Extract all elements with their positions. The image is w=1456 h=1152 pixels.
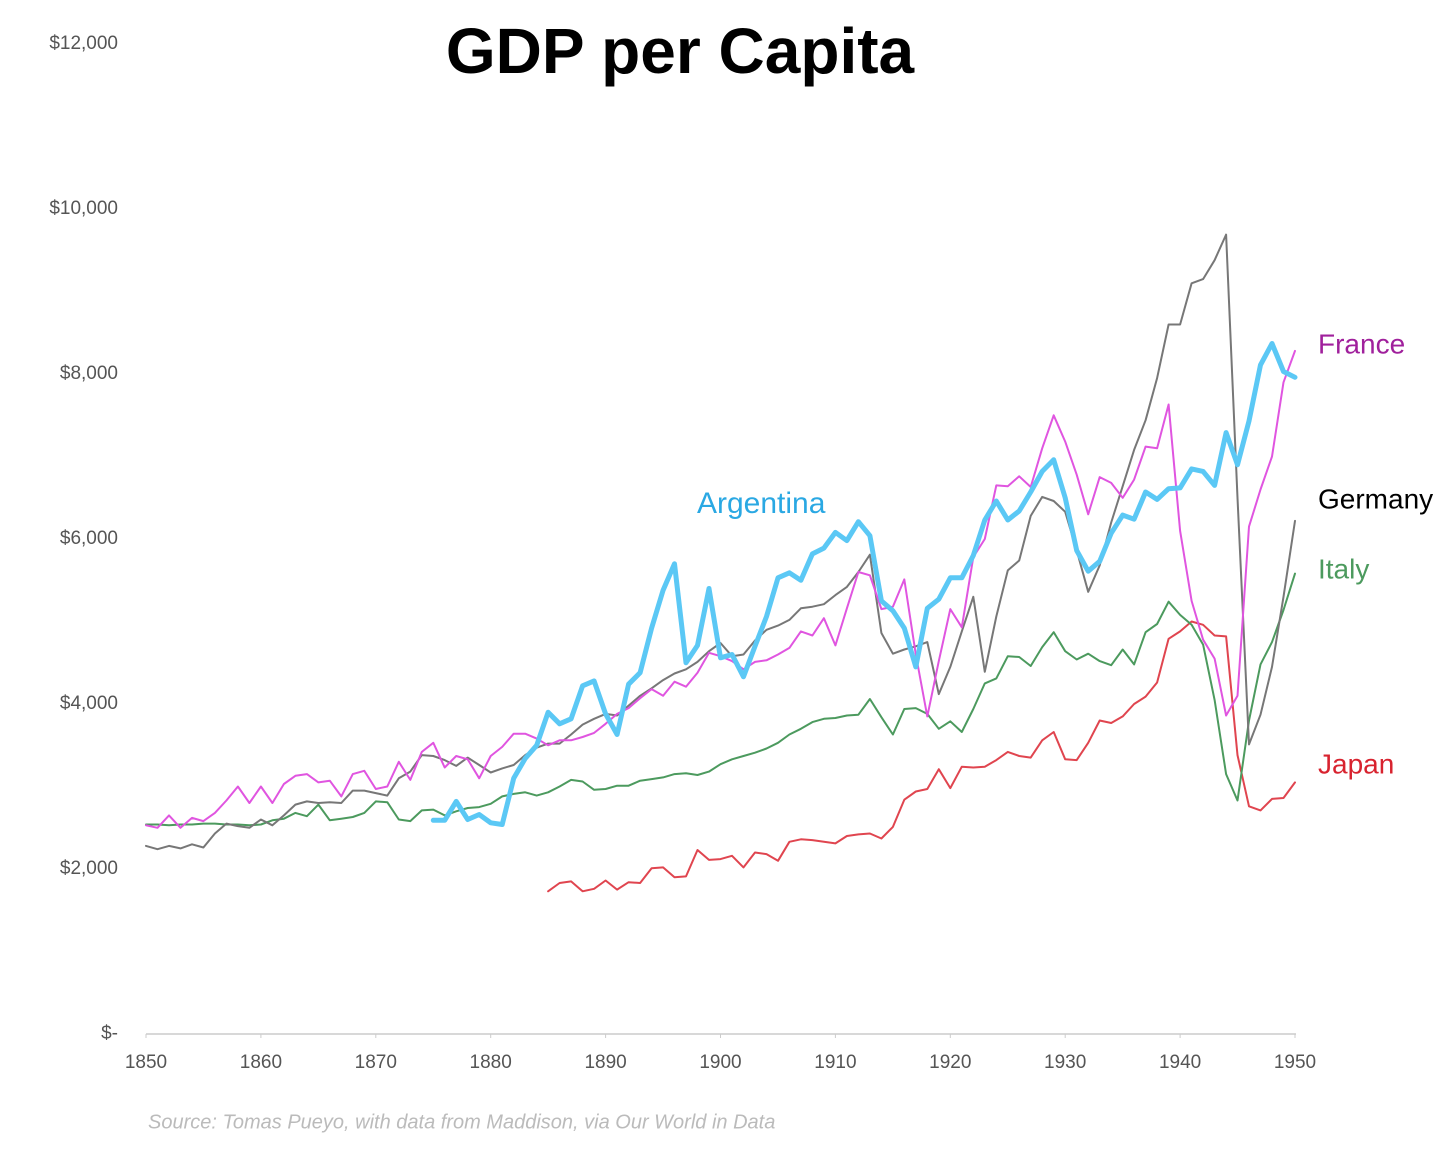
series-label: Japan — [1318, 748, 1394, 779]
series-line — [145, 572, 1296, 827]
series-line — [430, 341, 1298, 827]
y-tick-label: $8,000 — [60, 363, 118, 384]
series-label: Argentina — [697, 487, 826, 520]
series-label: France — [1318, 328, 1405, 359]
y-tick-label: $2,000 — [60, 858, 118, 879]
x-tick-label: 1930 — [1044, 1052, 1086, 1073]
series-label: Germany — [1318, 483, 1433, 514]
x-tick-label: 1920 — [929, 1052, 971, 1073]
series-line — [145, 349, 1296, 829]
series-label: Italy — [1318, 553, 1369, 584]
source-note: Source: Tomas Pueyo, with data from Madd… — [148, 1111, 775, 1133]
y-tick-label: $4,000 — [60, 693, 118, 714]
x-tick-label: 1860 — [240, 1052, 282, 1073]
y-tick-label: $10,000 — [49, 198, 118, 219]
y-tick-label: $6,000 — [60, 528, 118, 549]
series-line — [145, 233, 1296, 851]
x-tick-label: 1910 — [814, 1052, 856, 1073]
x-tick-label: 1940 — [1159, 1052, 1201, 1073]
x-tick-label: 1900 — [699, 1052, 741, 1073]
x-tick-label: 1850 — [125, 1052, 167, 1073]
y-tick-label: $- — [101, 1023, 118, 1044]
x-tick-label: 1880 — [470, 1052, 512, 1073]
x-tick-label: 1950 — [1274, 1052, 1316, 1073]
x-tick-label: 1870 — [355, 1052, 397, 1073]
y-tick-label: $12,000 — [49, 33, 118, 54]
series-line — [547, 620, 1296, 893]
x-tick-label: 1890 — [584, 1052, 626, 1073]
chart-title: GDP per Capita — [446, 15, 915, 87]
